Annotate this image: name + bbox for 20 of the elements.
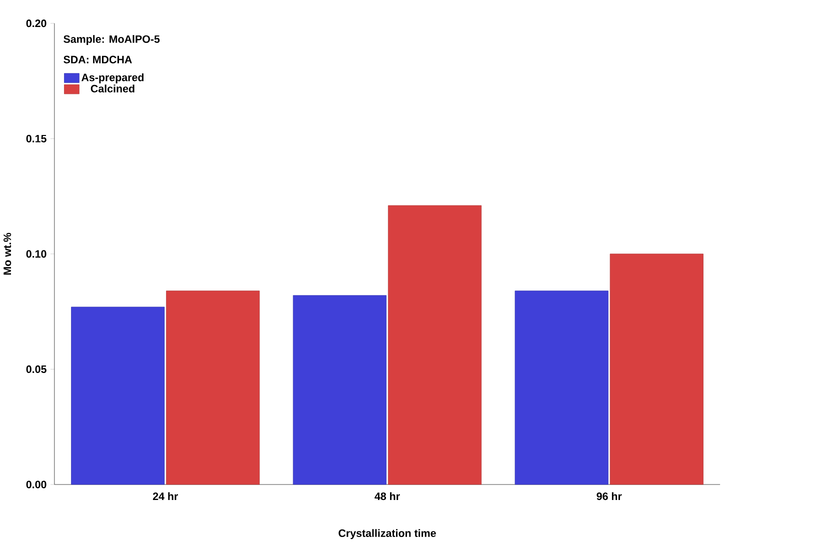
annotation: Sample: MoAlPO-5 <box>64 35 160 46</box>
y-tick-label: 0.15 <box>26 134 46 142</box>
y-tick-label: 0.20 <box>26 20 46 28</box>
y-axis-title: Mo wt.% <box>4 232 12 275</box>
annotation: SDA: MDCHA <box>64 56 132 64</box>
bar <box>292 295 387 485</box>
legend-label: Calcined <box>90 84 134 93</box>
y-tick-label: 0.00 <box>26 480 46 488</box>
y-tick-label: 0.10 <box>26 250 46 258</box>
bar <box>71 306 165 485</box>
y-tick-label: 0.05 <box>26 366 46 374</box>
x-tick-label: 24 hr <box>152 492 178 500</box>
legend-label: As-prepared <box>81 73 144 84</box>
x-tick-label: 48 hr <box>374 492 400 500</box>
bar <box>388 205 482 485</box>
bar <box>514 290 608 485</box>
bar <box>610 254 704 485</box>
x-tick-label: 96 hr <box>596 492 622 500</box>
bar <box>166 290 260 485</box>
x-axis-title: Crystallization time <box>338 529 436 540</box>
